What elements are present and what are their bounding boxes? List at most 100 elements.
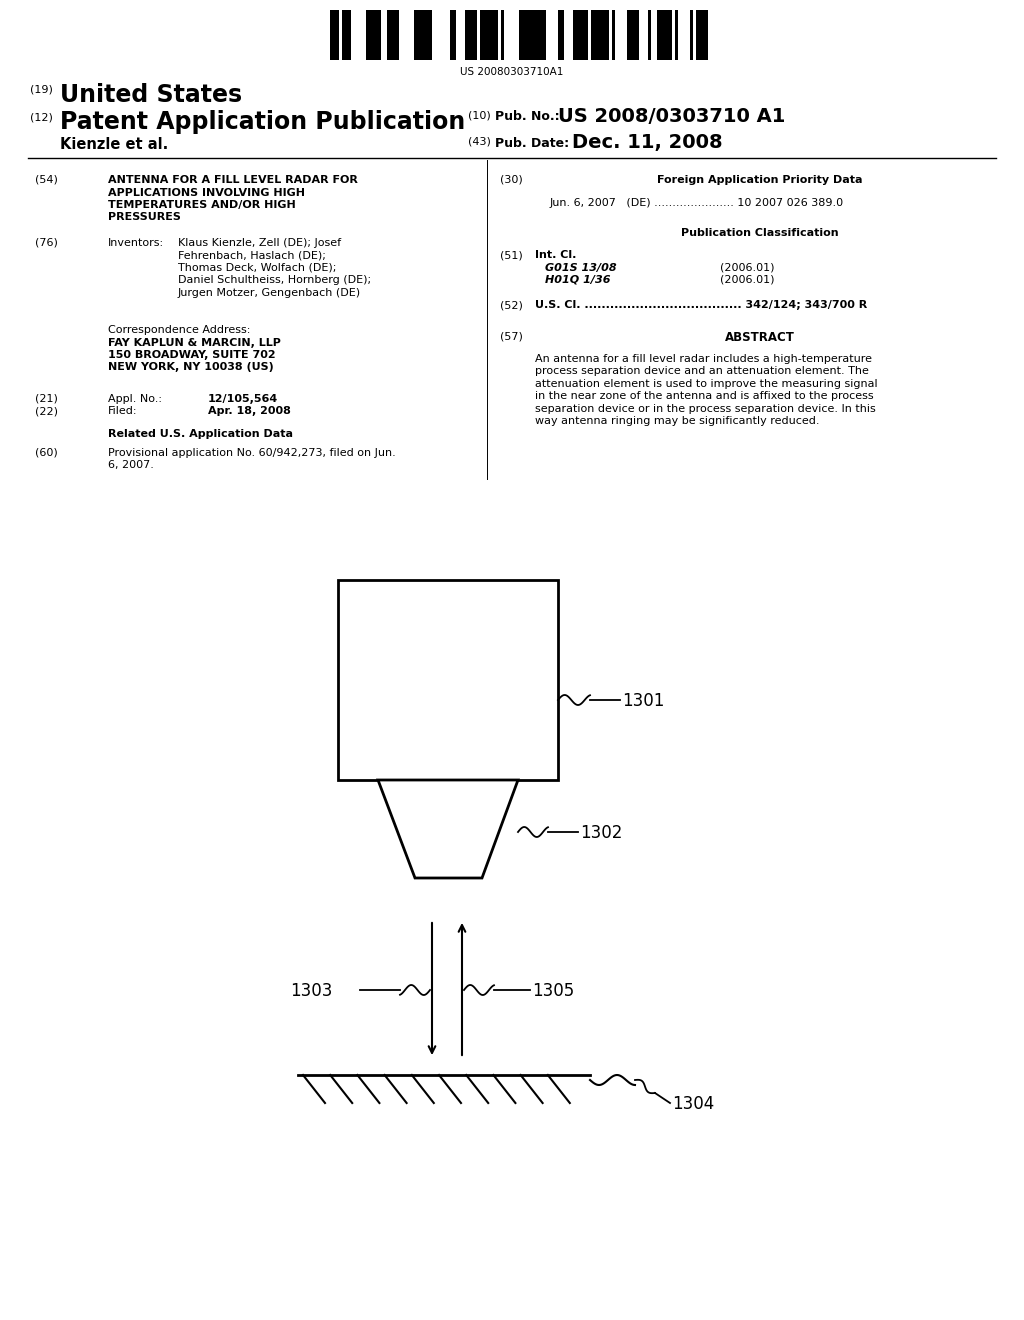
- Text: Correspondence Address:: Correspondence Address:: [108, 325, 251, 335]
- Bar: [525, 11, 531, 59]
- Polygon shape: [378, 780, 518, 878]
- Bar: [600, 11, 609, 59]
- Text: TEMPERATURES AND/OR HIGH: TEMPERATURES AND/OR HIGH: [108, 201, 296, 210]
- Text: US 2008/0303710 A1: US 2008/0303710 A1: [558, 107, 785, 125]
- Bar: [426, 11, 432, 59]
- Bar: [450, 11, 456, 59]
- Bar: [575, 11, 582, 59]
- Text: (10): (10): [468, 110, 490, 120]
- Bar: [483, 11, 492, 59]
- Text: United States: United States: [60, 83, 242, 107]
- Text: Thomas Deck, Wolfach (DE);: Thomas Deck, Wolfach (DE);: [178, 263, 336, 272]
- Bar: [612, 11, 615, 59]
- Bar: [480, 11, 483, 59]
- Text: Fehrenbach, Haslach (DE);: Fehrenbach, Haslach (DE);: [178, 249, 326, 260]
- Text: Provisional application No. 60/942,273, filed on Jun.: Provisional application No. 60/942,273, …: [108, 447, 395, 458]
- Bar: [414, 11, 417, 59]
- Text: Patent Application Publication: Patent Application Publication: [60, 110, 465, 135]
- Text: Daniel Schultheiss, Hornberg (DE);: Daniel Schultheiss, Hornberg (DE);: [178, 275, 371, 285]
- Bar: [636, 11, 639, 59]
- Text: (76): (76): [35, 238, 58, 248]
- Bar: [342, 11, 351, 59]
- Text: Kienzle et al.: Kienzle et al.: [60, 137, 168, 152]
- Bar: [423, 11, 426, 59]
- Bar: [648, 11, 651, 59]
- Bar: [531, 11, 537, 59]
- Bar: [336, 11, 339, 59]
- Text: Jun. 6, 2007   (DE) ...................... 10 2007 026 389.0: Jun. 6, 2007 (DE) ......................…: [550, 198, 844, 207]
- Text: Apr. 18, 2008: Apr. 18, 2008: [208, 407, 291, 416]
- Text: (57): (57): [500, 331, 523, 342]
- Text: Inventors:: Inventors:: [108, 238, 164, 248]
- Bar: [537, 11, 546, 59]
- Bar: [396, 11, 399, 59]
- Text: 1303: 1303: [290, 982, 333, 1001]
- Bar: [366, 11, 369, 59]
- Bar: [669, 11, 672, 59]
- Text: ANTENNA FOR A FILL LEVEL RADAR FOR: ANTENNA FOR A FILL LEVEL RADAR FOR: [108, 176, 357, 185]
- Text: (2006.01): (2006.01): [720, 275, 774, 285]
- Text: process separation device and an attenuation element. The: process separation device and an attenua…: [535, 366, 869, 376]
- Text: (30): (30): [500, 176, 522, 185]
- Text: Dec. 11, 2008: Dec. 11, 2008: [572, 133, 723, 152]
- Text: US 20080303710A1: US 20080303710A1: [461, 67, 563, 77]
- Bar: [582, 11, 588, 59]
- Text: (54): (54): [35, 176, 58, 185]
- Bar: [390, 11, 396, 59]
- Text: An antenna for a fill level radar includes a high-temperature: An antenna for a fill level radar includ…: [535, 354, 872, 364]
- Text: (52): (52): [500, 300, 523, 310]
- Bar: [492, 11, 495, 59]
- Text: 1304: 1304: [672, 1096, 715, 1113]
- Text: APPLICATIONS INVOLVING HIGH: APPLICATIONS INVOLVING HIGH: [108, 187, 305, 198]
- Text: Foreign Application Priority Data: Foreign Application Priority Data: [657, 176, 863, 185]
- Text: (19): (19): [30, 84, 53, 95]
- Text: Pub. Date:: Pub. Date:: [495, 137, 569, 150]
- Bar: [657, 11, 660, 59]
- Text: Related U.S. Application Data: Related U.S. Application Data: [108, 429, 293, 438]
- Bar: [501, 11, 504, 59]
- Text: (22): (22): [35, 407, 58, 416]
- Text: in the near zone of the antenna and is affixed to the process: in the near zone of the antenna and is a…: [535, 391, 873, 401]
- Text: G01S 13/08: G01S 13/08: [545, 263, 616, 272]
- Bar: [338, 579, 558, 780]
- Text: 1302: 1302: [580, 824, 623, 842]
- Bar: [558, 11, 564, 59]
- Text: (51): (51): [500, 249, 522, 260]
- Bar: [471, 11, 477, 59]
- Bar: [519, 11, 525, 59]
- Bar: [675, 11, 678, 59]
- Text: (21): (21): [35, 393, 58, 404]
- Bar: [369, 11, 381, 59]
- Bar: [387, 11, 390, 59]
- Text: (60): (60): [35, 447, 57, 458]
- Text: Jurgen Motzer, Gengenbach (DE): Jurgen Motzer, Gengenbach (DE): [178, 288, 361, 297]
- Text: 150 BROADWAY, SUITE 702: 150 BROADWAY, SUITE 702: [108, 350, 275, 360]
- Text: NEW YORK, NY 10038 (US): NEW YORK, NY 10038 (US): [108, 363, 273, 372]
- Bar: [630, 11, 636, 59]
- Text: PRESSURES: PRESSURES: [108, 213, 181, 223]
- Text: (2006.01): (2006.01): [720, 263, 774, 272]
- Bar: [627, 11, 630, 59]
- Text: Publication Classification: Publication Classification: [681, 227, 839, 238]
- Bar: [495, 11, 498, 59]
- Bar: [330, 11, 336, 59]
- Text: ABSTRACT: ABSTRACT: [725, 331, 795, 345]
- Text: (12): (12): [30, 112, 53, 121]
- Text: Int. Cl.: Int. Cl.: [535, 249, 577, 260]
- Bar: [465, 11, 471, 59]
- Text: Appl. No.:: Appl. No.:: [108, 393, 162, 404]
- Text: way antenna ringing may be significantly reduced.: way antenna ringing may be significantly…: [535, 416, 819, 426]
- Text: 1305: 1305: [532, 982, 574, 1001]
- Text: 1301: 1301: [622, 692, 665, 710]
- Bar: [705, 11, 708, 59]
- Bar: [417, 11, 420, 59]
- Text: U.S. Cl. ..................................... 342/124; 343/700 R: U.S. Cl. ...............................…: [535, 300, 867, 310]
- Text: H01Q 1/36: H01Q 1/36: [545, 275, 610, 285]
- Text: attenuation element is used to improve the measuring signal: attenuation element is used to improve t…: [535, 379, 878, 389]
- Text: Klaus Kienzle, Zell (DE); Josef: Klaus Kienzle, Zell (DE); Josef: [178, 238, 341, 248]
- Bar: [573, 11, 575, 59]
- Bar: [696, 11, 705, 59]
- Text: separation device or in the process separation device. In this: separation device or in the process sepa…: [535, 404, 876, 413]
- Text: Pub. No.:: Pub. No.:: [495, 110, 560, 123]
- Bar: [591, 11, 594, 59]
